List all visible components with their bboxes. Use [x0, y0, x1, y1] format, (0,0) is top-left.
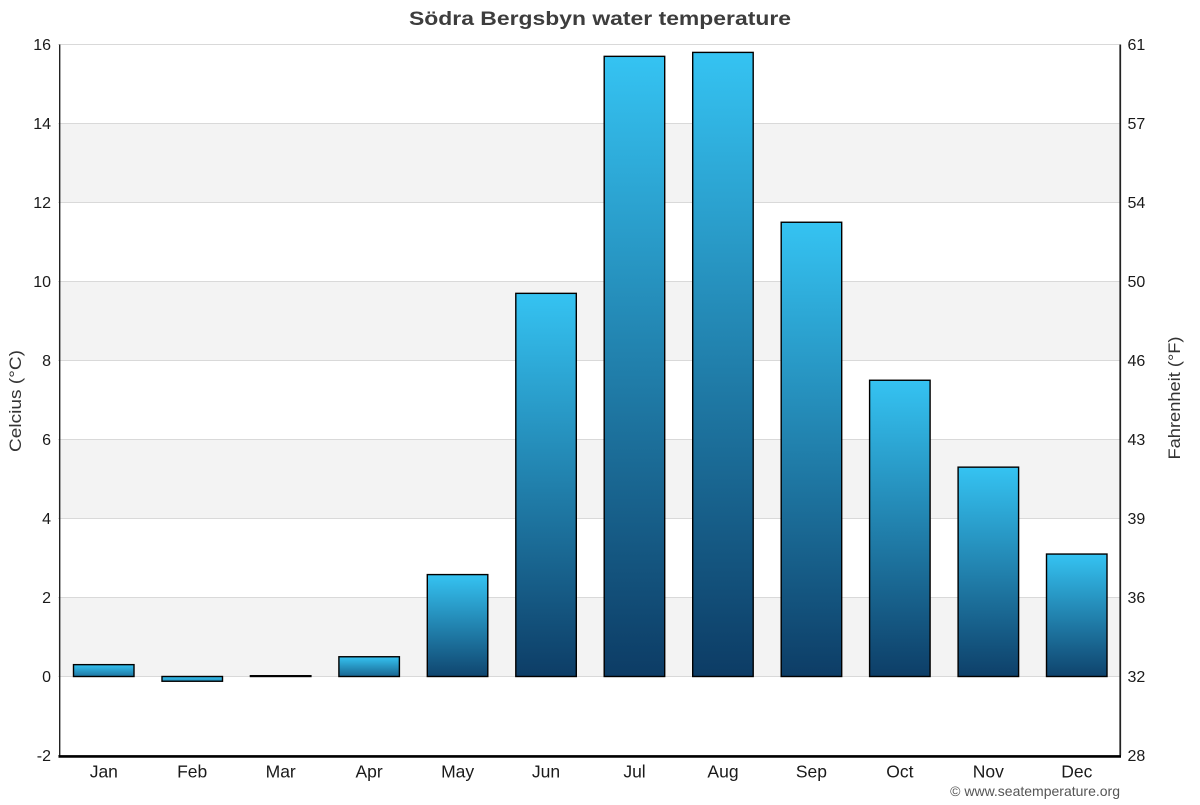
svg-text:8: 8 — [42, 353, 51, 370]
svg-text:61: 61 — [1128, 37, 1146, 54]
svg-text:4: 4 — [42, 511, 51, 528]
svg-text:2: 2 — [42, 590, 51, 607]
svg-text:Jul: Jul — [623, 762, 645, 782]
svg-text:14: 14 — [33, 116, 51, 133]
svg-text:12: 12 — [33, 195, 51, 212]
svg-text:57: 57 — [1128, 116, 1146, 133]
svg-text:Apr: Apr — [355, 762, 382, 782]
svg-text:Fahrenheit (°F): Fahrenheit (°F) — [1165, 337, 1184, 460]
svg-text:Dec: Dec — [1061, 762, 1092, 782]
svg-text:Mar: Mar — [266, 762, 296, 782]
svg-text:Sep: Sep — [796, 762, 827, 782]
svg-text:-2: -2 — [37, 748, 51, 765]
svg-text:50: 50 — [1128, 274, 1146, 291]
svg-text:16: 16 — [33, 37, 51, 54]
svg-text:Södra Bergsbyn water temperatu: Södra Bergsbyn water temperature — [409, 8, 791, 30]
svg-text:© www.seatemperature.org: © www.seatemperature.org — [950, 783, 1120, 799]
svg-text:Feb: Feb — [177, 762, 207, 782]
svg-text:6: 6 — [42, 432, 51, 449]
svg-text:Celcius (°C): Celcius (°C) — [6, 350, 25, 452]
svg-text:0: 0 — [42, 669, 51, 686]
svg-text:43: 43 — [1128, 432, 1146, 449]
svg-text:Nov: Nov — [973, 762, 1004, 782]
svg-text:39: 39 — [1128, 511, 1146, 528]
svg-text:Oct: Oct — [886, 762, 913, 782]
svg-text:46: 46 — [1128, 353, 1146, 370]
svg-text:36: 36 — [1128, 590, 1146, 607]
svg-text:54: 54 — [1128, 195, 1146, 212]
svg-text:Jan: Jan — [90, 762, 118, 782]
svg-text:Jun: Jun — [532, 762, 560, 782]
svg-text:10: 10 — [33, 274, 51, 291]
svg-text:32: 32 — [1128, 669, 1146, 686]
svg-text:28: 28 — [1128, 748, 1146, 765]
svg-text:Aug: Aug — [707, 762, 738, 782]
svg-text:May: May — [441, 762, 474, 782]
